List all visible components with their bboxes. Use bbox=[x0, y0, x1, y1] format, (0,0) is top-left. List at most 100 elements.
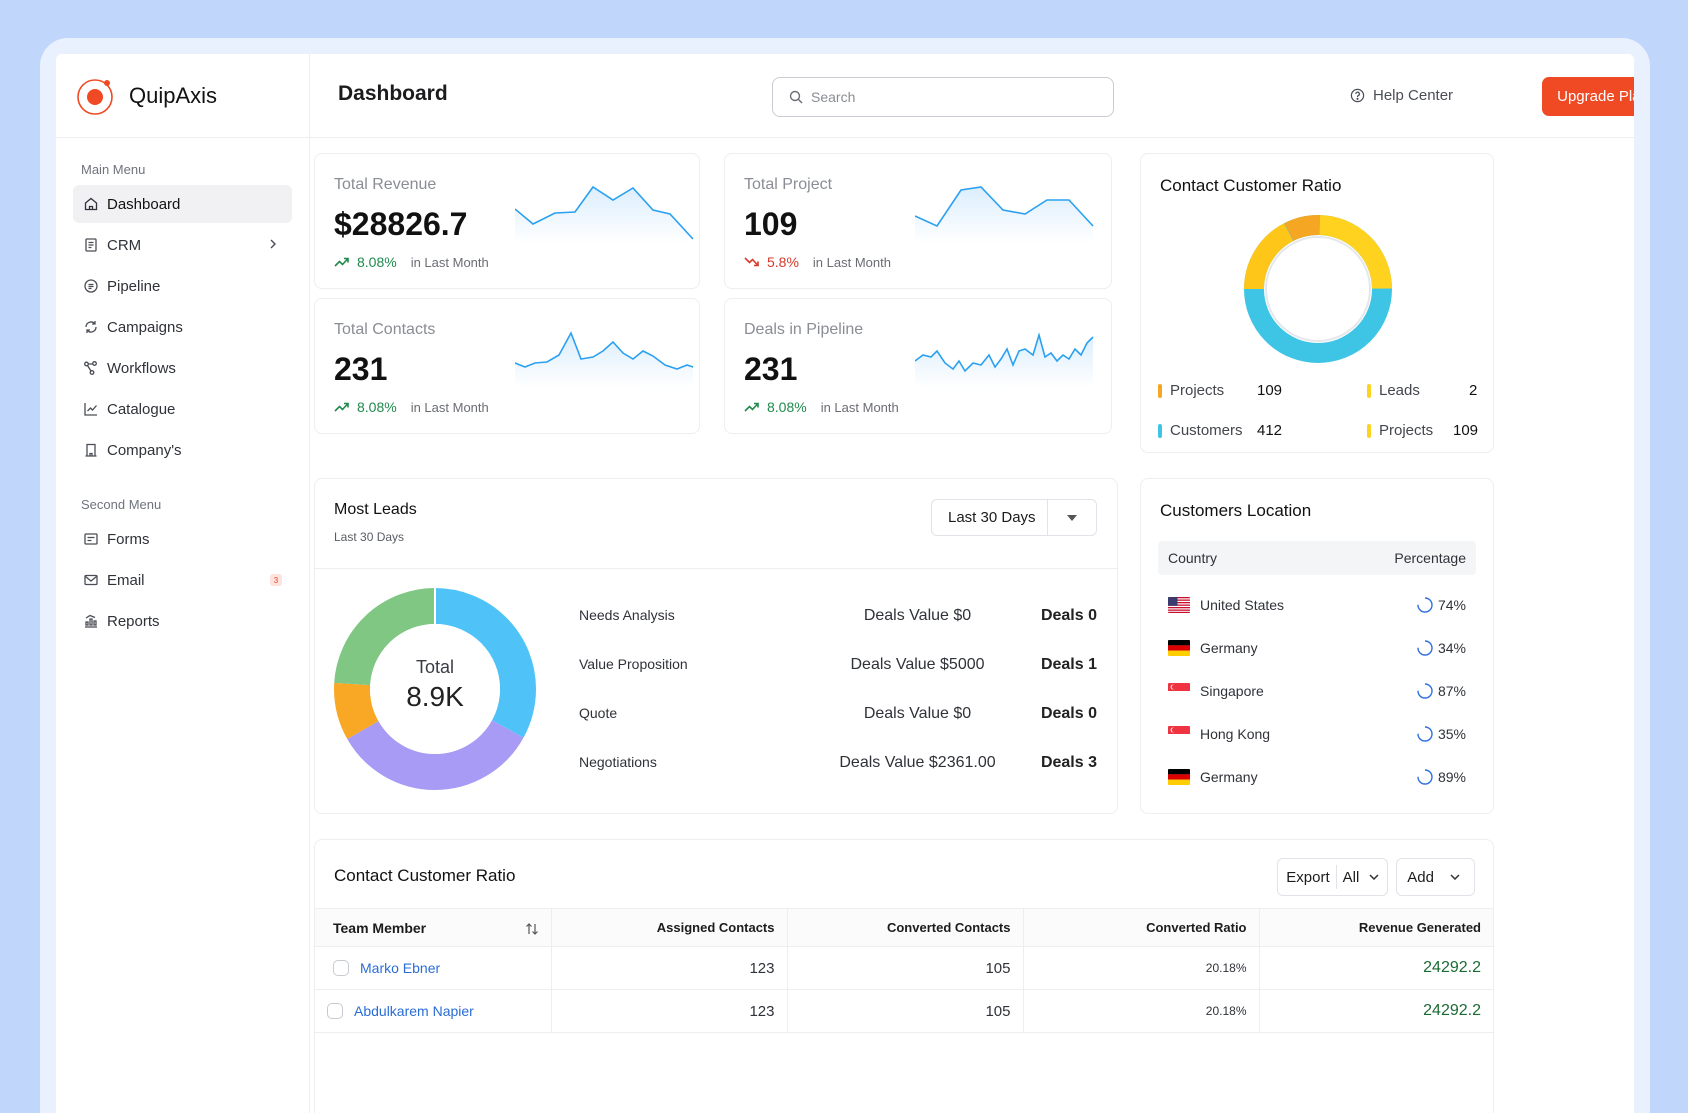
column-header-ratio[interactable]: Converted Ratio bbox=[1022, 908, 1259, 947]
contact-ratio-card: Contact Customer Ratio Projects 109 Lead… bbox=[1140, 153, 1494, 453]
trend-up-icon bbox=[744, 402, 759, 412]
legend-value: 109 bbox=[1257, 382, 1283, 399]
export-button[interactable]: Export All bbox=[1277, 858, 1389, 896]
mail-icon bbox=[84, 574, 98, 586]
converted-ratio-cell: 20.18% bbox=[1022, 989, 1259, 1033]
table-header-row: Team Member Assigned Contacts Converted … bbox=[315, 908, 1493, 947]
stat-label: Total Contacts bbox=[334, 321, 436, 338]
logo-icon bbox=[75, 75, 117, 117]
sidebar-item-label: Company's bbox=[107, 441, 182, 459]
lead-row[interactable]: Negotiations Deals Value $2361.00 Deals … bbox=[315, 754, 1117, 784]
column-header-assigned[interactable]: Assigned Contacts bbox=[550, 908, 787, 947]
sidebar-item-campaigns[interactable]: Campaigns bbox=[73, 308, 292, 346]
sidebar-item-pipeline[interactable]: Pipeline bbox=[73, 267, 292, 305]
brand-name: QuipAxis bbox=[129, 82, 218, 108]
team-member-link[interactable]: Abdulkarem Napier bbox=[354, 1003, 474, 1019]
revenue-sparkline bbox=[515, 185, 694, 244]
sidebar-item-dashboard[interactable]: Dashboard bbox=[73, 185, 292, 223]
us-flag-icon bbox=[1168, 597, 1190, 613]
stat-card-deals-in-pipeline[interactable]: Deals in Pipeline 231 8.08% in Last Mont… bbox=[724, 298, 1112, 434]
table-row[interactable]: Abdulkarem Napier 123 105 20.18% 24292.2 bbox=[315, 989, 1493, 1033]
leads-donut-chart bbox=[334, 587, 536, 790]
app-window: QuipAxis Main Menu Dashboard CRM Pipelin… bbox=[56, 54, 1634, 1113]
sidebar-item-forms[interactable]: Forms bbox=[73, 520, 292, 558]
country-name: Germany bbox=[1200, 640, 1258, 656]
location-row[interactable]: Hong Kong 35% bbox=[1168, 721, 1466, 747]
country-percentage: 34% bbox=[1416, 639, 1466, 657]
customers-location-card: Customers Location Country Percentage Un… bbox=[1140, 478, 1494, 814]
location-row[interactable]: United States 74% bbox=[1168, 592, 1466, 618]
sidebar-item-email[interactable]: Email 3 bbox=[73, 561, 292, 599]
column-header-team-member[interactable]: Team Member bbox=[315, 908, 551, 947]
lead-stage: Negotiations bbox=[579, 754, 657, 770]
document-icon bbox=[85, 238, 97, 252]
add-button[interactable]: Add bbox=[1396, 858, 1475, 896]
assigned-contacts-cell: 123 bbox=[550, 989, 787, 1033]
chart-line-icon bbox=[84, 403, 97, 416]
sidebar-item-label: Campaigns bbox=[107, 318, 183, 336]
row-checkbox[interactable] bbox=[327, 1003, 343, 1019]
sidebar-item-label: Forms bbox=[107, 530, 150, 548]
stat-note: in Last Month bbox=[410, 399, 489, 415]
location-table-header: Country Percentage bbox=[1158, 541, 1476, 575]
brand[interactable]: QuipAxis bbox=[56, 54, 309, 138]
sidebar-item-companys[interactable]: Company's bbox=[73, 431, 292, 469]
lead-row[interactable]: Needs Analysis Deals Value $0 Deals 0 bbox=[315, 607, 1117, 637]
revenue-cell: 24292.2 bbox=[1258, 946, 1493, 990]
lead-deal-count: Deals 0 bbox=[1040, 607, 1097, 624]
search-input[interactable] bbox=[811, 89, 1091, 105]
stat-footer: 8.08% in Last Month bbox=[744, 399, 899, 415]
chevron-down-icon bbox=[1369, 874, 1379, 880]
row-checkbox[interactable] bbox=[333, 960, 349, 976]
help-center-link[interactable]: Help Center bbox=[1350, 87, 1453, 104]
sidebar-item-catalogue[interactable]: Catalogue bbox=[73, 390, 292, 428]
stat-change: 5.8% bbox=[767, 254, 799, 270]
de-flag-icon bbox=[1168, 769, 1190, 785]
sidebar-item-label: CRM bbox=[107, 236, 142, 254]
location-row[interactable]: Singapore 87% bbox=[1168, 678, 1466, 704]
caret-down-icon[interactable] bbox=[1048, 514, 1096, 521]
stat-card-total-project[interactable]: Total Project 109 5.8% in Last Month bbox=[724, 153, 1112, 289]
team-table-title: Contact Customer Ratio bbox=[334, 866, 516, 885]
lead-row[interactable]: Value Proposition Deals Value $5000 Deal… bbox=[315, 656, 1117, 686]
sg-flag-icon bbox=[1168, 726, 1190, 742]
column-header-revenue[interactable]: Revenue Generated bbox=[1258, 908, 1493, 947]
team-member-link[interactable]: Marko Ebner bbox=[360, 960, 441, 976]
percentage-column-header: Percentage bbox=[1394, 550, 1466, 566]
export-filter-value: All bbox=[1342, 868, 1360, 886]
progress-ring-icon bbox=[1417, 683, 1433, 699]
stat-card-total-contacts[interactable]: Total Contacts 231 8.08% in Last Month bbox=[314, 298, 700, 434]
sg-flag-icon bbox=[1168, 683, 1190, 699]
stat-card-total-revenue[interactable]: Total Revenue $28826.7 8.08% in Last Mon… bbox=[314, 153, 700, 289]
location-row[interactable]: Germany 34% bbox=[1168, 635, 1466, 661]
legend-swatch bbox=[1158, 423, 1162, 438]
lead-stage: Needs Analysis bbox=[579, 607, 675, 623]
date-range-select[interactable]: Last 30 Days bbox=[931, 499, 1097, 536]
converted-contacts-cell: 105 bbox=[786, 946, 1023, 990]
search-box[interactable] bbox=[772, 77, 1114, 117]
sidebar-item-workflows[interactable]: Workflows bbox=[73, 349, 292, 387]
lead-row[interactable]: Quote Deals Value $0 Deals 0 bbox=[315, 705, 1117, 735]
sidebar-item-reports[interactable]: Reports bbox=[73, 602, 292, 640]
column-header-converted[interactable]: Converted Contacts bbox=[786, 908, 1023, 947]
topbar: Dashboard Help Center Upgrade Plan bbox=[310, 54, 1634, 138]
location-row[interactable]: Germany 89% bbox=[1168, 764, 1466, 790]
main-menu-caption: Main Menu bbox=[81, 162, 146, 177]
legend-label: Leads bbox=[1379, 382, 1420, 399]
refresh-icon bbox=[85, 321, 97, 333]
help-icon bbox=[1350, 88, 1365, 103]
trend-up-icon bbox=[334, 402, 349, 412]
sidebar-item-label: Catalogue bbox=[107, 400, 176, 418]
sidebar-item-crm[interactable]: CRM bbox=[73, 226, 292, 264]
upgrade-plan-button[interactable]: Upgrade Plan bbox=[1542, 77, 1634, 116]
stat-label: Total Project bbox=[744, 176, 833, 193]
stat-footer: 8.08% in Last Month bbox=[334, 399, 489, 415]
most-leads-subtitle: Last 30 Days bbox=[334, 530, 405, 544]
contacts-sparkline bbox=[515, 331, 694, 389]
country-percentage: 35% bbox=[1416, 725, 1466, 743]
main-menu: Main Menu Dashboard CRM Pipeline Campaig… bbox=[56, 162, 309, 640]
sort-icon[interactable] bbox=[525, 922, 539, 936]
percentage-value: 34% bbox=[1437, 640, 1466, 656]
table-row[interactable]: Marko Ebner 123 105 20.18% 24292.2 bbox=[315, 946, 1493, 990]
legend-value: 2 bbox=[1469, 382, 1478, 399]
